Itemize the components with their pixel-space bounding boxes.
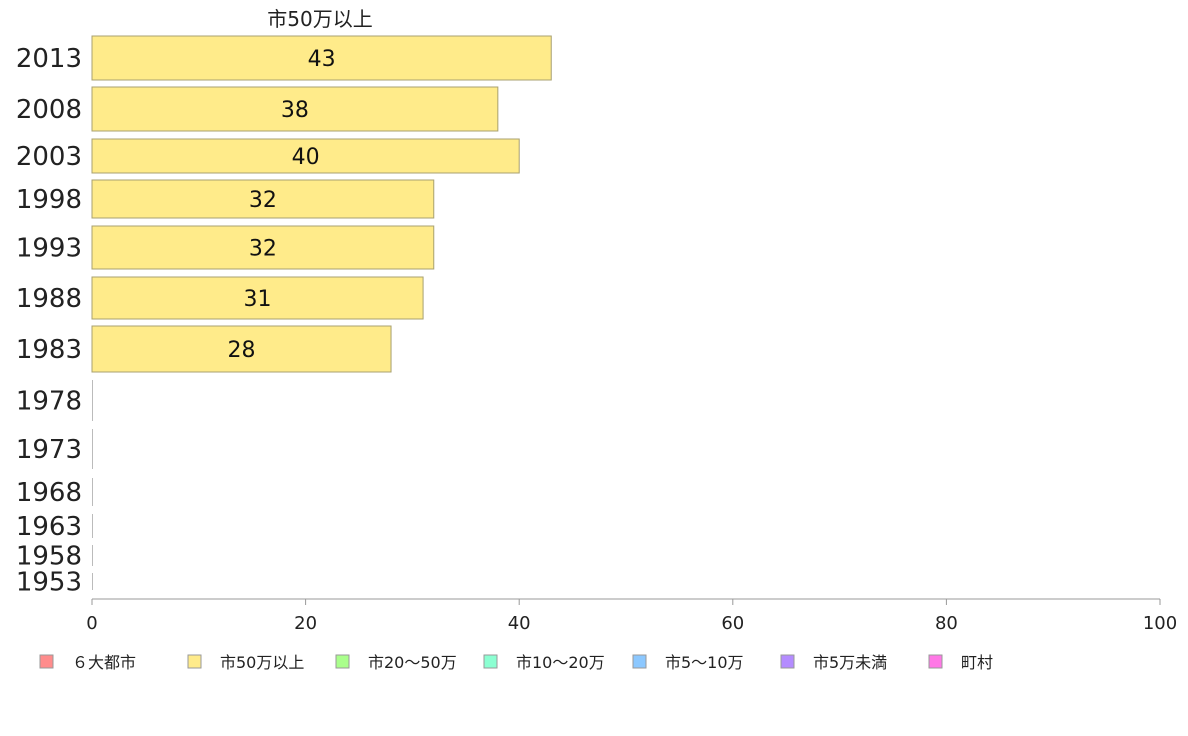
x-tick-label: 80 <box>935 613 958 634</box>
category-label: 1958 <box>16 542 82 572</box>
legend-label: 市20〜50万 <box>368 653 457 672</box>
x-tick-label: 60 <box>721 613 744 634</box>
x-axis: 0 20 40 60 80 100 <box>86 598 1177 634</box>
bar <box>91 138 520 174</box>
category-label: 1978 <box>16 387 82 417</box>
legend: ６大都市 市50万以上 市20〜50万 市10〜20万 市5〜10万 市5万未満 町村 <box>39 653 993 672</box>
data-label: 32 <box>249 188 277 213</box>
bar <box>91 325 392 373</box>
category-label: 2013 <box>16 44 82 74</box>
category-label: 1953 <box>16 568 82 598</box>
x-tick-label: 0 <box>86 613 97 634</box>
legend-label: 市10〜20万 <box>516 653 605 672</box>
legend-swatch <box>928 654 943 669</box>
legend-label: ６大都市 <box>72 653 136 672</box>
category-label: 2008 <box>16 95 82 125</box>
category-label: 1983 <box>16 335 82 365</box>
data-label: 28 <box>228 338 256 363</box>
legend-label: 市5万未満 <box>813 653 887 672</box>
category-label: 2003 <box>16 142 82 172</box>
data-label: 38 <box>281 98 309 123</box>
legend-swatch <box>335 654 350 669</box>
legend-label: 町村 <box>961 653 993 672</box>
legend-swatch <box>483 654 498 669</box>
x-tick-label: 40 <box>508 613 531 634</box>
data-label: 32 <box>249 237 277 262</box>
bar <box>91 179 435 219</box>
legend-label: 市5〜10万 <box>665 653 744 672</box>
legend-swatch <box>39 654 54 669</box>
category-label: 1973 <box>16 435 82 465</box>
category-label: 1963 <box>16 512 82 542</box>
category-label: 1993 <box>16 234 82 264</box>
x-tick-label: 100 <box>1143 613 1177 634</box>
data-labels: 43 38 40 32 32 31 28 <box>228 47 336 363</box>
category-labels: 2013 2008 2003 1998 1993 1988 1983 1978 1973 1968… <box>16 44 82 598</box>
data-label: 31 <box>244 287 272 312</box>
category-label: 1998 <box>16 185 82 215</box>
bar <box>91 86 499 132</box>
bar <box>91 225 435 270</box>
bar <box>91 276 424 320</box>
data-label: 40 <box>292 145 320 170</box>
x-tick-label: 20 <box>294 613 317 634</box>
series-header: 市50万以上 <box>267 7 372 31</box>
legend-label: 市50万以上 <box>220 653 304 672</box>
data-label: 43 <box>308 47 336 72</box>
legend-swatch <box>632 654 647 669</box>
legend-swatch <box>780 654 795 669</box>
bars-layer <box>91 35 552 590</box>
category-label: 1968 <box>16 478 82 508</box>
legend-swatch <box>187 654 202 669</box>
bar <box>91 35 552 81</box>
category-label: 1988 <box>16 284 82 314</box>
